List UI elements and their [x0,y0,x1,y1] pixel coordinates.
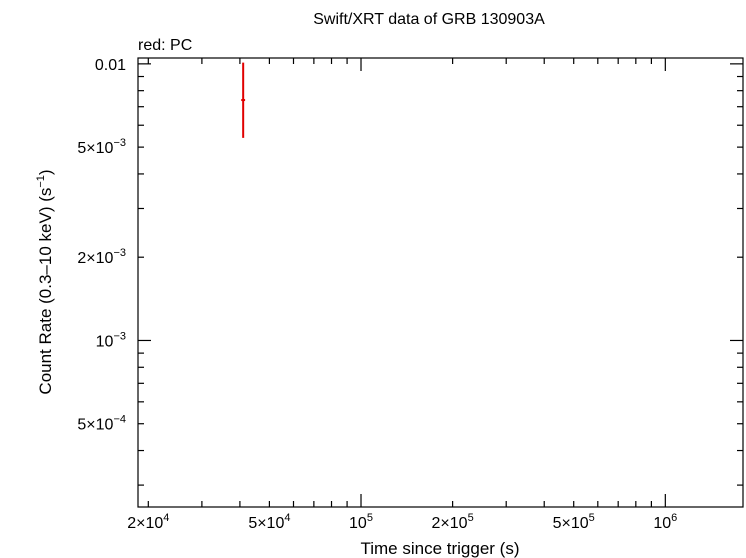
y-tick-label-exponent: −4 [113,414,126,426]
x-tick-label: 2×104 [127,512,169,532]
y-tick-label-mantissa: 2×10 [77,250,113,267]
chart-subtitle: red: PC [138,37,192,54]
y-axis-title: Count Rate (0.3–10 keV) (s−1) [35,169,55,394]
x-tick-label-mantissa: 5×10 [553,515,589,532]
y-tick-label-mantissa: 5×10 [77,417,113,434]
y-tick-label: 5×10−4 [77,414,126,434]
x-tick-label-exponent: 6 [671,512,677,524]
x-tick-label-mantissa: 2×10 [127,515,163,532]
x-tick-label-exponent: 5 [468,512,474,524]
x-tick-label: 2×105 [432,512,474,532]
y-tick-label: 0.01 [95,57,126,74]
y-tick-label-exponent: −3 [113,137,126,149]
x-tick-label: 5×104 [248,512,290,532]
x-tick-label: 106 [653,512,677,532]
data-point [241,62,246,138]
y-tick-label-mantissa: 10 [96,333,114,350]
y-tick-label: 10−3 [96,330,126,350]
x-tick-label-mantissa: 10 [349,515,367,532]
x-axis-ticks [147,58,666,507]
x-tick-label-mantissa: 10 [653,515,671,532]
x-tick-label-mantissa: 2×10 [432,515,468,532]
x-axis-title: Time since trigger (s) [360,539,519,558]
x-tick-label: 105 [349,512,373,532]
y-tick-label-mantissa: 0.01 [95,57,126,74]
data-points [241,62,246,138]
chart-title: Swift/XRT data of GRB 130903A [313,11,545,28]
y-tick-label-exponent: −3 [113,247,126,259]
x-tick-label: 5×105 [553,512,595,532]
y-tick-label-mantissa: 5×10 [77,140,113,157]
y-tick-label: 2×10−3 [77,247,126,267]
y-tick-label: 5×10−3 [77,137,126,157]
y-axis-tick-labels: 0.015×10−32×10−310−35×10−4 [77,57,126,434]
y-axis-title-exponent: −1 [35,175,47,188]
x-tick-label-exponent: 5 [589,512,595,524]
y-axis-ticks [138,63,743,486]
y-axis-title-main: Count Rate (0.3–10 keV) (s [36,188,55,395]
x-axis-tick-labels: 2×104 5×104 105 2×105 5×105 106 [127,512,677,532]
y-axis-title-close: ) [36,169,55,175]
x-tick-label-mantissa: 5×10 [248,515,284,532]
plot-frame [137,57,744,508]
x-tick-label-exponent: 4 [284,512,290,524]
y-tick-label-exponent: −3 [113,330,126,342]
x-tick-label-exponent: 4 [163,512,169,524]
x-tick-label-exponent: 5 [367,512,373,524]
